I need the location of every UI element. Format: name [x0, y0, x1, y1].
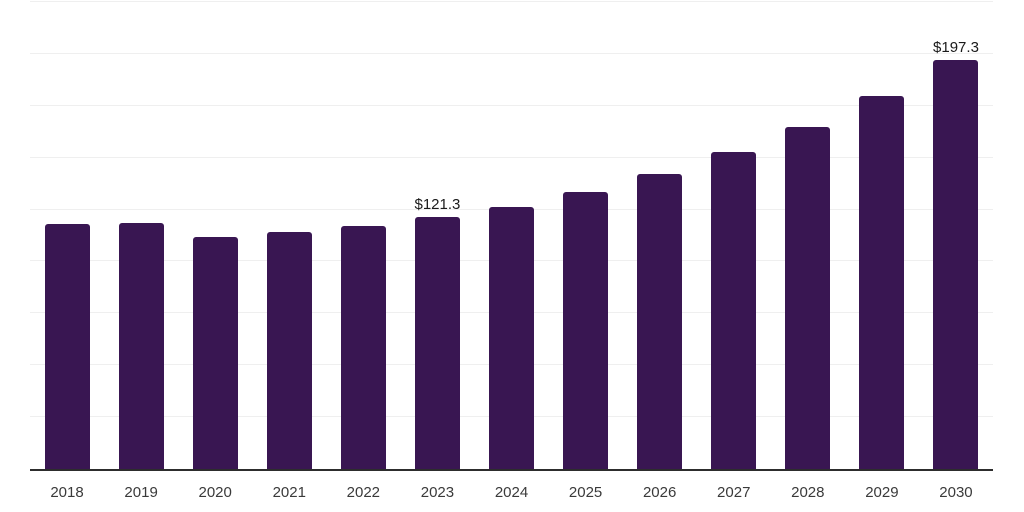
x-axis-label-2024: 2024	[494, 484, 529, 501]
bar-slot-2030: $197.3	[919, 2, 993, 469]
bar-slot-2018	[30, 2, 104, 469]
x-axis-label-2020: 2020	[198, 484, 232, 501]
bar-slot-2027	[697, 2, 771, 469]
bar-2024	[489, 207, 534, 469]
bar-slot-2023: $121.3	[400, 2, 474, 469]
bar-slot-2020	[178, 2, 252, 469]
x-axis-label-2029: 2029	[865, 484, 899, 501]
bar-slot-2029	[845, 2, 919, 469]
gridline-150	[30, 156, 993, 158]
x-axis-label-2030: 2030	[939, 484, 973, 501]
x-axis-label-2027: 2027	[717, 484, 751, 501]
plot-area: $121.3 $197.3	[30, 1, 993, 471]
bar-2030	[933, 59, 979, 469]
x-axis-label-2028: 2028	[791, 484, 825, 501]
x-axis-label-2019: 2019	[124, 484, 158, 501]
bar-2023	[414, 217, 460, 469]
bar-2027	[711, 152, 757, 469]
bar-2022	[340, 225, 386, 469]
x-axis-label-2026: 2026	[642, 484, 677, 501]
bar-2018	[44, 224, 90, 469]
x-axis-label-2023: 2023	[420, 484, 455, 501]
x-axis-label-2022: 2022	[346, 484, 381, 501]
gridline-200	[30, 52, 993, 54]
bar-value-label-2030: $197.3	[933, 38, 979, 56]
bar-2025	[563, 191, 609, 469]
bar-value-label-2023: $121.3	[414, 196, 461, 214]
bar-slot-2022	[326, 2, 400, 469]
bar-2026	[637, 174, 683, 469]
bar-2020	[192, 236, 238, 469]
bar-2021	[266, 231, 312, 469]
bars-row: $121.3 $197.3	[30, 2, 993, 469]
bar-slot-2024	[474, 2, 548, 469]
x-axis-label-2018: 2018	[50, 484, 84, 501]
bar-2029	[859, 95, 905, 469]
bar-slot-2025	[549, 2, 623, 469]
x-axis-label-2021: 2021	[272, 484, 306, 501]
bar-slot-2028	[771, 2, 845, 469]
bar-2019	[118, 222, 164, 469]
bar-slot-2019	[104, 2, 178, 469]
x-axis-label-2025: 2025	[568, 484, 603, 501]
x-axis: 2018 2019 2020 2021 2022 2023 2024 2025 2026 2027…	[30, 483, 993, 503]
bar-slot-2026	[623, 2, 697, 469]
gridline-225	[30, 1, 993, 2]
bar-slot-2021	[252, 2, 326, 469]
bar-2028	[785, 126, 831, 469]
gridline-175	[30, 104, 993, 106]
